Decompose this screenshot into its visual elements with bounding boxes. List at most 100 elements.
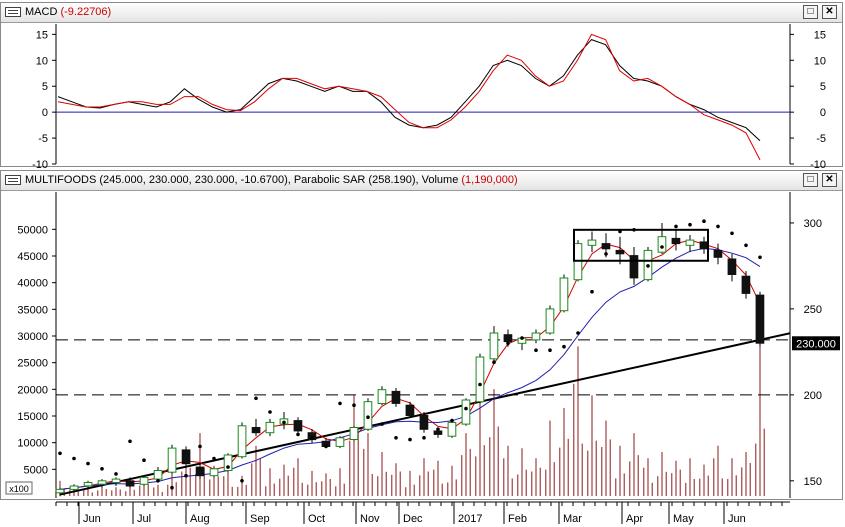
- macd-tick-label: 5: [42, 81, 48, 93]
- month-label: May: [673, 513, 694, 525]
- macd-value: (-9.22706): [60, 6, 112, 18]
- trendline: [59, 332, 791, 496]
- month-label: Oct: [308, 513, 325, 525]
- candle-down: [601, 243, 611, 250]
- candle-down: [419, 415, 429, 430]
- sar-dot: [548, 348, 552, 353]
- candle-up: [349, 427, 359, 440]
- sar-dot: [58, 451, 62, 456]
- volume-tick-label: 5000: [24, 464, 48, 476]
- sar-dot: [730, 231, 734, 236]
- macd-tick-label: -10: [32, 159, 48, 171]
- macd-tick-label: 0: [820, 107, 826, 119]
- volume-tick-label: 10000: [17, 438, 48, 450]
- chart-window-icon[interactable]: [5, 7, 21, 17]
- candle-up: [461, 399, 471, 425]
- sar-dot: [394, 436, 398, 440]
- candle-up: [545, 308, 555, 334]
- candle-down: [755, 294, 765, 344]
- sar-dot: [576, 331, 580, 335]
- candle-down: [503, 334, 513, 343]
- volume-tick-label: 20000: [17, 384, 48, 396]
- candle-up: [97, 480, 107, 485]
- candle-up: [69, 485, 79, 490]
- last-price-label: 230.000: [796, 338, 836, 350]
- candle-up: [377, 389, 387, 405]
- macd-line: [57, 39, 761, 142]
- sar-dot: [254, 396, 258, 401]
- candle-down: [615, 249, 625, 255]
- month-label: Dec: [403, 513, 423, 525]
- price-titlebar: MULTIFOODS (245.000, 230.000, 230.000, -…: [1, 171, 842, 191]
- volume-tick-label: 40000: [17, 278, 48, 290]
- macd-tick-label: 5: [820, 81, 826, 93]
- sar-dot: [506, 341, 510, 346]
- sar-dot: [128, 439, 132, 444]
- volume-scale-label: x100: [9, 484, 29, 494]
- sar-dot: [562, 344, 566, 349]
- sar-dot: [268, 410, 272, 414]
- maximize-button[interactable]: □: [803, 5, 818, 19]
- volume-tick-label: 25000: [17, 358, 48, 370]
- price-title: MULTIFOODS (245.000, 230.000, 230.000, -…: [25, 174, 518, 186]
- candle-down: [195, 466, 205, 477]
- sar-dot: [702, 219, 706, 223]
- month-label: Mar: [563, 513, 582, 525]
- close-button[interactable]: ✕: [822, 173, 837, 187]
- month-label: Jun: [728, 513, 746, 525]
- last-price-box: [792, 336, 840, 351]
- sar-dot: [86, 461, 90, 466]
- volume-tick-label: 30000: [17, 331, 48, 343]
- sar-dot: [450, 418, 454, 423]
- candle-down: [727, 258, 737, 275]
- sar-dot: [492, 360, 496, 365]
- sar-dot: [296, 432, 300, 437]
- sar-dot: [744, 243, 748, 248]
- month-label: Nov: [360, 513, 380, 525]
- price-tick-label: 150: [804, 476, 822, 488]
- month-label: 2017: [458, 513, 482, 525]
- candle-up: [587, 239, 597, 246]
- sar-dot: [590, 289, 594, 294]
- candle-down: [293, 420, 303, 432]
- candle-up: [153, 470, 163, 480]
- candle-down: [125, 480, 135, 487]
- macd-tick-label: -5: [816, 133, 826, 145]
- candle-up: [265, 421, 275, 434]
- candle-up: [475, 356, 485, 403]
- fast-ma-line: [59, 239, 761, 490]
- sar-dot: [436, 427, 440, 432]
- candle-down: [699, 241, 709, 250]
- month-label: Apr: [626, 513, 643, 525]
- slow-ma-line: [59, 247, 761, 490]
- sar-dot: [422, 436, 426, 440]
- macd-tick-label: 0: [42, 107, 48, 119]
- candle-up: [83, 482, 93, 487]
- maximize-button[interactable]: □: [803, 173, 818, 187]
- close-button[interactable]: ✕: [822, 5, 837, 19]
- volume-tick-label: 50000: [17, 224, 48, 236]
- candle-down: [251, 427, 261, 434]
- candle-up: [531, 332, 541, 341]
- price-tick-label: 250: [804, 304, 822, 316]
- sar-dot: [72, 456, 76, 461]
- candle-up: [237, 425, 247, 458]
- sar-dot: [240, 479, 244, 483]
- chart-window-icon[interactable]: [5, 175, 21, 185]
- candle-up: [685, 239, 695, 246]
- candle-up: [139, 476, 149, 485]
- macd-tick-label: 15: [36, 29, 48, 41]
- candle-up: [167, 447, 177, 473]
- sar-dot: [674, 224, 678, 229]
- signal-line: [57, 33, 761, 161]
- sar-dot: [380, 422, 384, 426]
- sar-dot: [716, 224, 720, 229]
- price-tick-label: 300: [804, 218, 822, 230]
- sar-dot: [464, 406, 468, 411]
- sar-dot: [100, 467, 104, 471]
- sar-dot: [226, 465, 230, 469]
- candle-down: [391, 390, 401, 404]
- price-panel: MULTIFOODS (245.000, 230.000, 230.000, -…: [0, 170, 843, 500]
- sar-dot: [310, 436, 314, 440]
